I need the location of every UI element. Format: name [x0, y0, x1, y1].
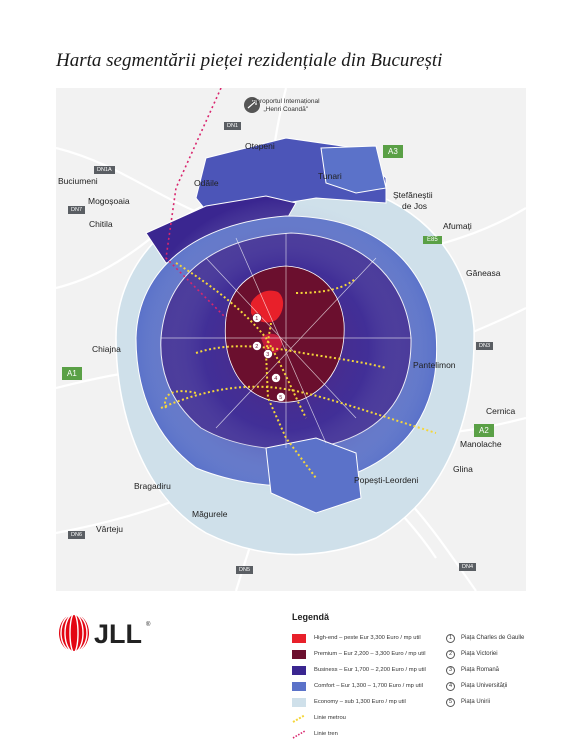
place-de-jos: de Jos [402, 201, 428, 211]
legend-title: Legendă [292, 612, 330, 622]
station-number: 4 [446, 681, 455, 691]
legend-item-high-end: High-end – peste Eur 3,300 Euro / mp uti… [292, 632, 421, 644]
station-name: Piața Charles de Gaulle [461, 635, 525, 641]
airport-label: Aeroportul Internațional „Henri Coandă" [252, 98, 320, 114]
road-shield-a2: A2 [474, 424, 494, 437]
place-cernica: Cernica [486, 406, 516, 416]
place-odaile: Odăile [194, 178, 219, 188]
zone-premium [224, 265, 345, 403]
road-shield-dn5: DN5 [236, 566, 254, 574]
legend-item-economy: Economy – sub 1,300 Euro / mp util [292, 696, 406, 708]
legend-label-train: Linie tren [314, 731, 338, 737]
station-name: Piața Romană [461, 667, 500, 673]
legend-item-business: Business – Eur 1,700 – 2,200 Euro / mp u… [292, 664, 426, 676]
legend-swatch-premium [292, 649, 306, 659]
station-name: Piața Universității [461, 683, 508, 689]
place-chitila: Chitila [89, 219, 113, 229]
legend-swatch-comfort [292, 681, 306, 691]
place-stefanestii: Ștefăneștii [393, 190, 433, 200]
place-varteju: Vârteju [96, 524, 123, 534]
legend-label-economy: Economy – sub 1,300 Euro / mp util [314, 699, 406, 705]
station-number: 1 [446, 633, 455, 643]
station-key-1: 1 Piața Charles de Gaulle [446, 632, 524, 644]
map-title: Harta segmentării pieței rezidențiale di… [56, 50, 443, 71]
metro-lines [160, 262, 437, 479]
legend-label-premium: Premium – Eur 2,200 – 3,300 Euro / mp ut… [314, 651, 426, 657]
station-markers: 1 2 3 4 5 [252, 313, 286, 402]
station-number: 5 [446, 697, 455, 707]
legend-swatch-economy [292, 697, 306, 707]
place-tunari: Tunari [318, 171, 342, 181]
zone-tunari-comfort [320, 145, 387, 194]
jll-logo-mark: JLL ® [59, 613, 151, 653]
place-ganeasa: Găneasa [466, 268, 501, 278]
road-shield-dn1a: DN1A [94, 166, 115, 174]
place-chiajna: Chiajna [92, 344, 121, 354]
svg-text:2: 2 [255, 344, 258, 350]
legend-label-high-end: High-end – peste Eur 3,300 Euro / mp uti… [314, 635, 421, 641]
legend-item-metro: Linie metrou [292, 712, 346, 724]
metro-line-icon [292, 713, 306, 723]
station-number: 3 [446, 665, 455, 675]
svg-text:5: 5 [279, 395, 282, 401]
road-shield-dn1: DN1 [224, 122, 242, 130]
station-key-4: 4 Piața Universității [446, 680, 507, 692]
place-afumati: Afumați [443, 221, 472, 231]
svg-text:4: 4 [274, 376, 277, 382]
zone-popesti-comfort [265, 437, 362, 514]
map-graphic: 1 2 3 4 5 [56, 88, 526, 591]
road-shield-dn3: DN3 [476, 342, 494, 350]
station-key-3: 3 Piața Romană [446, 664, 499, 676]
airport-label-line2: „Henri Coandă" [263, 106, 309, 113]
station-key-5: 5 Piața Unirii [446, 696, 490, 708]
place-popesti-leordeni: Popești-Leordeni [354, 475, 419, 485]
place-glina: Glina [453, 464, 473, 474]
station-name: Piața Victoriei [461, 651, 498, 657]
road-shield-e85: E85 [423, 236, 442, 244]
station-number: 2 [446, 649, 455, 659]
place-pantelimon: Pantelimon [413, 360, 456, 370]
road-shield-a3: A3 [383, 145, 403, 158]
road-shield-dn7: DN7 [68, 206, 86, 214]
jll-logo-text: JLL [94, 619, 142, 649]
legend-swatch-high-end [292, 633, 306, 643]
svg-text:3: 3 [266, 352, 269, 358]
jll-logo: JLL ® [56, 610, 156, 656]
legend-item-comfort: Comfort – Eur 1,300 – 1,700 Euro / mp ut… [292, 680, 423, 692]
place-mogosoaia: Mogoșoaia [88, 196, 130, 206]
station-name: Piața Unirii [461, 699, 491, 705]
road-shield-a1: A1 [62, 367, 82, 380]
district-borders [161, 233, 411, 448]
place-manolache: Manolache [460, 439, 502, 449]
road-shield-dn6: DN6 [68, 531, 86, 539]
place-buciumeni: Buciumeni [58, 176, 98, 186]
place-otopeni: Otopeni [245, 141, 275, 151]
road-shield-dn4: DN4 [459, 563, 477, 571]
legend-item-train: Linie tren [292, 728, 338, 740]
place-bragadiru: Bragadiru [134, 481, 171, 491]
legend-item-premium: Premium – Eur 2,200 – 3,300 Euro / mp ut… [292, 648, 426, 660]
station-key-2: 2 Piața Victoriei [446, 648, 498, 660]
legend-swatch-business [292, 665, 306, 675]
legend-label-business: Business – Eur 1,700 – 2,200 Euro / mp u… [314, 667, 426, 673]
train-line-icon [292, 729, 306, 739]
airport-label-line1: Aeroportul Internațional [252, 98, 320, 105]
train-line [165, 88, 227, 319]
svg-text:1: 1 [255, 316, 258, 322]
place-magurele: Măgurele [192, 509, 228, 519]
svg-text:®: ® [146, 621, 151, 628]
legend-label-comfort: Comfort – Eur 1,300 – 1,700 Euro / mp ut… [314, 683, 423, 689]
bucharest-map[interactable]: 1 2 3 4 5 Aeroportul Internațional „Henr… [56, 88, 526, 591]
legend-label-metro: Linie metrou [314, 715, 346, 721]
